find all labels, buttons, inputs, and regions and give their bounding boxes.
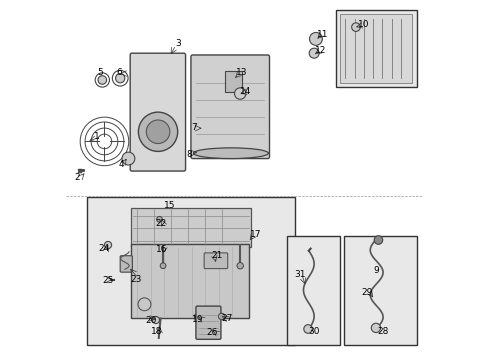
Text: 14: 14	[239, 87, 250, 96]
Circle shape	[303, 325, 312, 333]
FancyBboxPatch shape	[120, 256, 132, 272]
Text: 24: 24	[99, 244, 110, 253]
FancyBboxPatch shape	[203, 253, 227, 269]
Text: 10: 10	[357, 20, 369, 29]
Text: 26: 26	[206, 328, 218, 337]
Text: 28: 28	[377, 327, 388, 336]
Text: 7: 7	[190, 123, 196, 132]
Circle shape	[373, 236, 382, 244]
Circle shape	[115, 73, 124, 83]
Text: 4: 4	[118, 160, 124, 169]
Ellipse shape	[193, 148, 268, 158]
Text: 22: 22	[155, 219, 166, 228]
Bar	[335, 10, 416, 87]
Circle shape	[138, 112, 177, 152]
Circle shape	[237, 262, 243, 269]
Circle shape	[152, 316, 159, 324]
Circle shape	[194, 313, 201, 320]
Text: 15: 15	[163, 201, 175, 210]
Text: 9: 9	[373, 266, 378, 275]
Text: 18: 18	[151, 327, 163, 336]
Bar	[340, 14, 411, 83]
Bar	[224, 71, 242, 93]
Bar	[87, 197, 294, 345]
Text: 29: 29	[360, 288, 371, 297]
Circle shape	[370, 323, 380, 333]
Circle shape	[146, 120, 169, 144]
Text: 30: 30	[308, 327, 319, 336]
Circle shape	[308, 48, 319, 58]
FancyBboxPatch shape	[130, 53, 185, 171]
Circle shape	[218, 313, 224, 320]
Text: 23: 23	[130, 275, 141, 284]
Text: 21: 21	[210, 251, 222, 260]
FancyBboxPatch shape	[190, 55, 269, 158]
FancyBboxPatch shape	[131, 244, 248, 318]
Circle shape	[104, 242, 111, 249]
Text: 11: 11	[317, 30, 328, 39]
FancyBboxPatch shape	[196, 306, 221, 339]
Text: 5: 5	[97, 68, 102, 77]
Circle shape	[234, 88, 245, 99]
Text: 6: 6	[116, 68, 122, 77]
Bar	[286, 236, 339, 345]
Circle shape	[351, 23, 360, 31]
Text: 2: 2	[74, 173, 80, 182]
Text: 17: 17	[250, 230, 261, 239]
Text: 3: 3	[175, 39, 181, 48]
Text: 20: 20	[145, 315, 156, 324]
Text: 25: 25	[102, 276, 114, 285]
Text: 31: 31	[293, 270, 305, 279]
Text: 13: 13	[235, 68, 247, 77]
Circle shape	[122, 152, 135, 165]
FancyBboxPatch shape	[131, 208, 250, 247]
Text: 1: 1	[94, 131, 100, 140]
Circle shape	[98, 76, 106, 84]
Text: 16: 16	[156, 245, 167, 254]
Bar	[343, 236, 416, 345]
Circle shape	[156, 216, 162, 222]
Circle shape	[160, 263, 165, 269]
Text: 12: 12	[314, 46, 325, 55]
Circle shape	[309, 32, 322, 45]
Text: 8: 8	[186, 150, 192, 159]
Text: 27: 27	[221, 314, 233, 323]
Text: 19: 19	[192, 315, 203, 324]
